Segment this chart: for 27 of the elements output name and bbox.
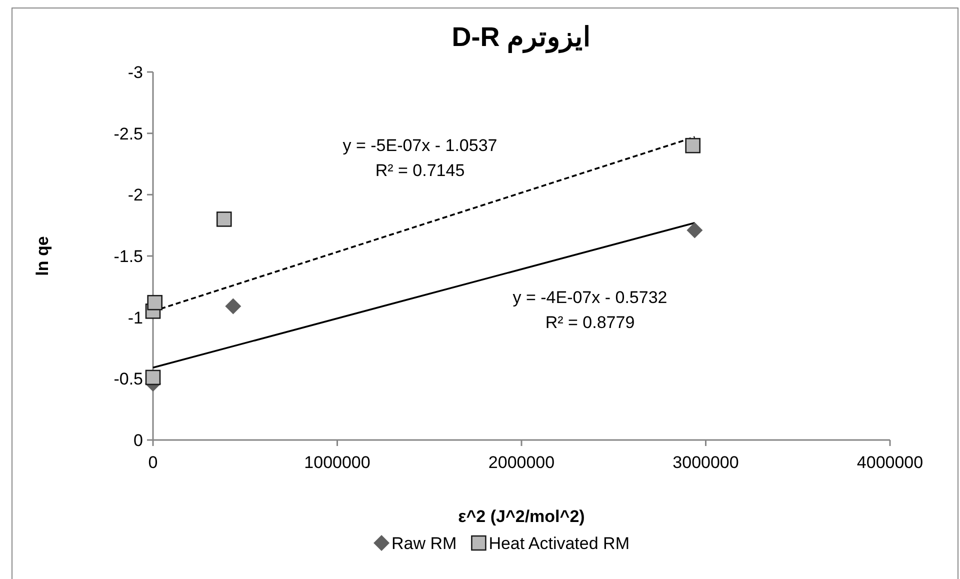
y-tick-label: -1.5 — [114, 247, 143, 266]
x-tick-label: 0 — [148, 453, 158, 472]
y-axis-title: ln qe — [33, 236, 52, 276]
y-tick-label: -2 — [128, 186, 143, 205]
y-tick-label: -1 — [128, 308, 143, 328]
annotation: y = -5E-07x - 1.0537 — [342, 136, 498, 155]
y-tick-label: 0 — [134, 431, 143, 450]
point — [685, 138, 700, 154]
x-axis-title: ε^2 (J^2/mol^2) — [458, 507, 585, 526]
x-tick-label: 2000000 — [488, 453, 555, 472]
point — [216, 212, 232, 227]
point — [686, 222, 703, 238]
x-tick-label: 4000000 — [856, 453, 924, 472]
y-tick-label: -0.5 — [114, 370, 143, 389]
legend-label: Raw RM — [392, 534, 457, 553]
annotation: R² = 0.8779 — [545, 313, 635, 332]
point — [147, 294, 162, 310]
annotation: y = -4E-07x - 0.5732 — [512, 288, 668, 307]
chart-title: ایزوترم D-R — [452, 22, 592, 54]
x-tick-label: 3000000 — [672, 453, 739, 472]
legend-label: Heat Activated RM — [488, 534, 630, 553]
annotation: R² = 0.7145 — [375, 161, 465, 180]
x-tick-label: 1000000 — [304, 453, 370, 472]
point — [145, 370, 161, 386]
point — [225, 298, 242, 314]
y-tick-label: -2.5 — [114, 124, 143, 144]
y-tick-label: -3 — [128, 63, 143, 82]
